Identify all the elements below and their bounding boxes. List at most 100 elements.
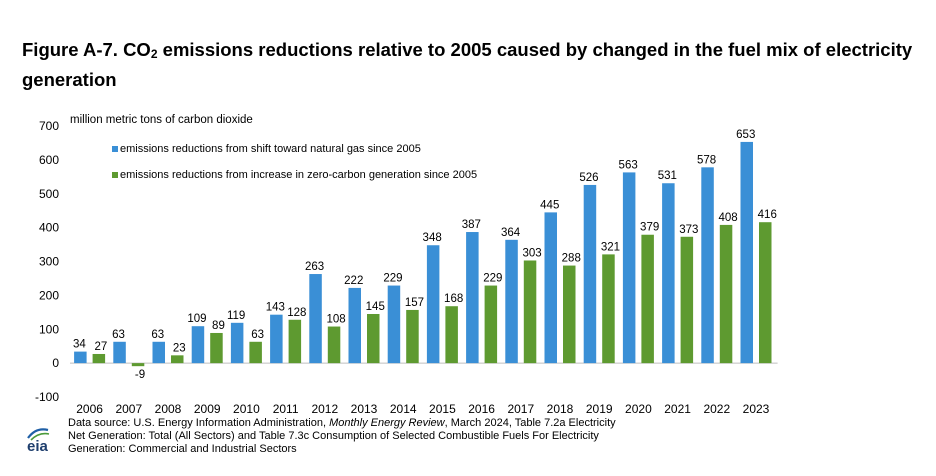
value-label-zero-carbon: 288 bbox=[562, 253, 581, 265]
bar-zero-carbon bbox=[523, 260, 537, 364]
x-tick-label: 2019 bbox=[586, 402, 613, 416]
value-label-zero-carbon: 416 bbox=[758, 209, 777, 221]
value-label-natural-gas: 445 bbox=[540, 199, 559, 211]
bar-zero-carbon bbox=[171, 355, 184, 364]
x-tick-label: 2012 bbox=[311, 402, 338, 416]
x-tick-label: 2015 bbox=[429, 402, 456, 416]
bar-natural-gas bbox=[622, 172, 636, 364]
x-tick-label: 2007 bbox=[115, 402, 142, 416]
y-tick-label: 200 bbox=[39, 288, 59, 302]
x-tick-label: 2014 bbox=[390, 402, 417, 416]
title-prefix: Figure A-7. CO bbox=[22, 39, 151, 60]
value-label-natural-gas: 387 bbox=[462, 219, 481, 231]
value-label-zero-carbon: -9 bbox=[135, 369, 145, 381]
value-label-zero-carbon: 157 bbox=[405, 297, 424, 309]
value-label-natural-gas: 119 bbox=[227, 310, 245, 322]
value-label-zero-carbon: 89 bbox=[212, 320, 225, 332]
bar-zero-carbon bbox=[327, 326, 341, 364]
x-tick-label: 2009 bbox=[194, 402, 221, 416]
source-note: Data source: U.S. Energy Information Adm… bbox=[68, 417, 708, 456]
y-tick-label: 500 bbox=[39, 187, 59, 201]
value-label-natural-gas: 364 bbox=[501, 227, 521, 239]
bar-natural-gas bbox=[544, 212, 557, 364]
value-label-natural-gas: 563 bbox=[619, 159, 638, 171]
value-label-natural-gas: 63 bbox=[112, 329, 125, 341]
title-suffix: emissions reductions relative to 2005 ca… bbox=[22, 39, 913, 90]
x-tick-label: 2022 bbox=[703, 402, 730, 416]
value-label-zero-carbon: 63 bbox=[251, 329, 264, 341]
eia-logo-mark: eia bbox=[27, 428, 50, 455]
value-label-zero-carbon: 23 bbox=[173, 342, 186, 354]
value-label-natural-gas: 109 bbox=[187, 313, 206, 325]
bar-zero-carbon bbox=[719, 224, 733, 364]
title-subscript: 2 bbox=[150, 47, 158, 61]
bar-natural-gas bbox=[583, 184, 597, 364]
bar-natural-gas bbox=[505, 239, 518, 364]
bar-natural-gas bbox=[270, 314, 283, 364]
bar-zero-carbon bbox=[445, 306, 458, 364]
x-tick-label: 2013 bbox=[351, 402, 378, 416]
bar-natural-gas bbox=[309, 274, 322, 364]
value-label-natural-gas: 34 bbox=[73, 339, 86, 351]
x-tick-label: 2021 bbox=[664, 402, 691, 416]
y-tick-label: 0 bbox=[52, 356, 59, 370]
value-label-zero-carbon: 373 bbox=[679, 224, 698, 236]
bars bbox=[74, 141, 772, 367]
bar-zero-carbon bbox=[131, 363, 145, 367]
x-tick-label: 2006 bbox=[76, 402, 103, 416]
x-tick-label: 2016 bbox=[468, 402, 495, 416]
y-tick-label: 300 bbox=[39, 255, 59, 269]
bar-natural-gas bbox=[740, 141, 753, 364]
bar-natural-gas bbox=[426, 245, 440, 364]
legend-label: emissions reductions from shift toward n… bbox=[120, 143, 421, 155]
legend-swatch bbox=[112, 172, 118, 178]
value-label-natural-gas: 531 bbox=[658, 170, 677, 182]
value-label-natural-gas: 526 bbox=[579, 172, 598, 184]
x-tick-label: 2008 bbox=[155, 402, 182, 416]
value-label-zero-carbon: 379 bbox=[640, 222, 659, 234]
value-label-zero-carbon: 408 bbox=[718, 212, 737, 224]
value-label-zero-carbon: 145 bbox=[366, 301, 385, 313]
x-tick-label: 2011 bbox=[273, 402, 299, 416]
bar-zero-carbon bbox=[92, 353, 106, 364]
bar-natural-gas bbox=[230, 322, 244, 364]
x-tick-label: 2023 bbox=[743, 402, 770, 416]
bar-zero-carbon bbox=[484, 285, 498, 364]
bar-zero-carbon bbox=[249, 341, 262, 364]
value-label-natural-gas: 263 bbox=[305, 261, 324, 273]
value-label-zero-carbon: 168 bbox=[444, 293, 463, 305]
bar-zero-carbon bbox=[367, 314, 380, 364]
bar-zero-carbon bbox=[210, 332, 223, 364]
bar-zero-carbon bbox=[759, 222, 772, 364]
bar-zero-carbon bbox=[563, 265, 576, 364]
bar-natural-gas bbox=[701, 167, 714, 364]
bar-zero-carbon bbox=[641, 234, 654, 364]
y-axis-label: million metric tons of carbon dioxide bbox=[70, 114, 253, 126]
eia-logo: eia bbox=[24, 426, 64, 455]
bar-zero-carbon bbox=[680, 236, 694, 364]
bar-natural-gas bbox=[74, 351, 87, 364]
x-axis-ticks: 2006 2007 2008 2009 2010 2011 2012 2013 2014 2015… bbox=[76, 402, 769, 416]
chart-title: Figure A-7. CO2 emissions reductions rel… bbox=[22, 37, 922, 92]
bar-natural-gas bbox=[466, 232, 479, 364]
source-line-1b: Monthly Energy Review bbox=[329, 417, 445, 429]
value-label-zero-carbon: 321 bbox=[601, 241, 620, 253]
x-tick-label: 2017 bbox=[507, 402, 534, 416]
y-tick-label: -100 bbox=[35, 390, 59, 404]
value-label-natural-gas: 63 bbox=[151, 329, 164, 341]
value-label-natural-gas: 653 bbox=[736, 129, 755, 141]
source-line-2: Net Generation: Total (All Sectors) and … bbox=[68, 430, 599, 442]
bar-natural-gas bbox=[662, 183, 675, 364]
value-label-natural-gas: 229 bbox=[383, 273, 402, 285]
value-label-zero-carbon: 229 bbox=[483, 273, 502, 285]
y-tick-label: 100 bbox=[39, 322, 59, 336]
x-tick-label: 2010 bbox=[233, 402, 260, 416]
bar-natural-gas bbox=[387, 285, 401, 364]
bar-zero-carbon bbox=[288, 319, 302, 364]
value-label-zero-carbon: 303 bbox=[522, 247, 541, 259]
legend-label: emissions reductions from increase in ze… bbox=[120, 169, 477, 181]
value-label-natural-gas: 222 bbox=[344, 275, 363, 287]
value-label-zero-carbon: 27 bbox=[94, 341, 107, 353]
